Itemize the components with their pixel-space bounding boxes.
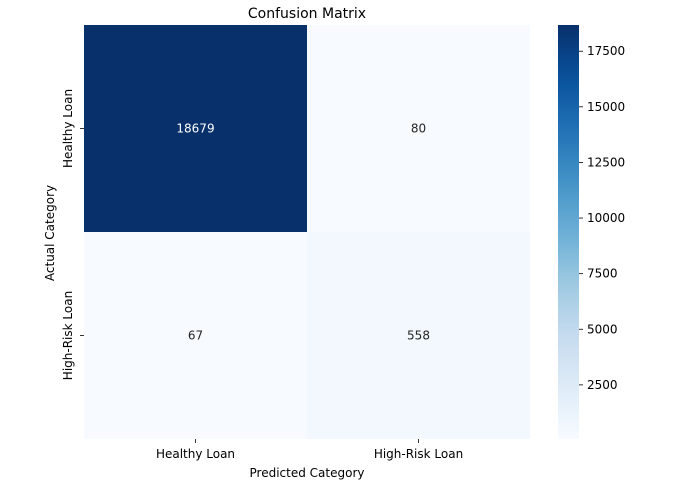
heatmap-cell-1-1: [307, 232, 530, 439]
heatmap-cells: [84, 25, 530, 439]
y-tick-label-0: Healthy Loan: [61, 89, 75, 168]
y-axis: Healthy Loan High-Risk Loan: [61, 89, 84, 380]
x-axis: Healthy Loan High-Risk Loan: [156, 439, 463, 461]
heatmap-annotations: 18679 80 67 558: [176, 122, 430, 343]
colorbar-tick-label-4: 12500: [587, 155, 625, 169]
colorbar-tick-label-2: 7500: [587, 267, 618, 281]
colorbar-tick-label-1: 5000: [587, 322, 618, 336]
colorbar-tick-label-5: 15000: [587, 100, 625, 114]
colorbar-tick-label-6: 17500: [587, 44, 625, 58]
cell-annotation-1-1: 558: [407, 329, 430, 343]
x-tick-label-0: Healthy Loan: [156, 447, 235, 461]
x-axis-label: Predicted Category: [250, 466, 365, 480]
cell-annotation-0-0: 18679: [176, 122, 214, 136]
cell-annotation-1-0: 67: [188, 329, 203, 343]
heatmap-cell-0-1: [307, 25, 530, 232]
cell-annotation-0-1: 80: [411, 122, 426, 136]
colorbar-tick-label-3: 10000: [587, 211, 625, 225]
chart-title: Confusion Matrix: [248, 6, 366, 22]
colorbar-tick-label-0: 2500: [587, 378, 618, 392]
colorbar: 2500 5000 7500 10000 12500 15000 17500: [558, 25, 625, 439]
heatmap-cell-0-0: [84, 25, 307, 232]
x-tick-label-1: High-Risk Loan: [374, 447, 463, 461]
heatmap-cell-1-0: [84, 232, 307, 439]
colorbar-gradient: [558, 25, 579, 439]
y-tick-label-1: High-Risk Loan: [61, 291, 75, 380]
y-axis-label: Actual Category: [43, 185, 57, 281]
